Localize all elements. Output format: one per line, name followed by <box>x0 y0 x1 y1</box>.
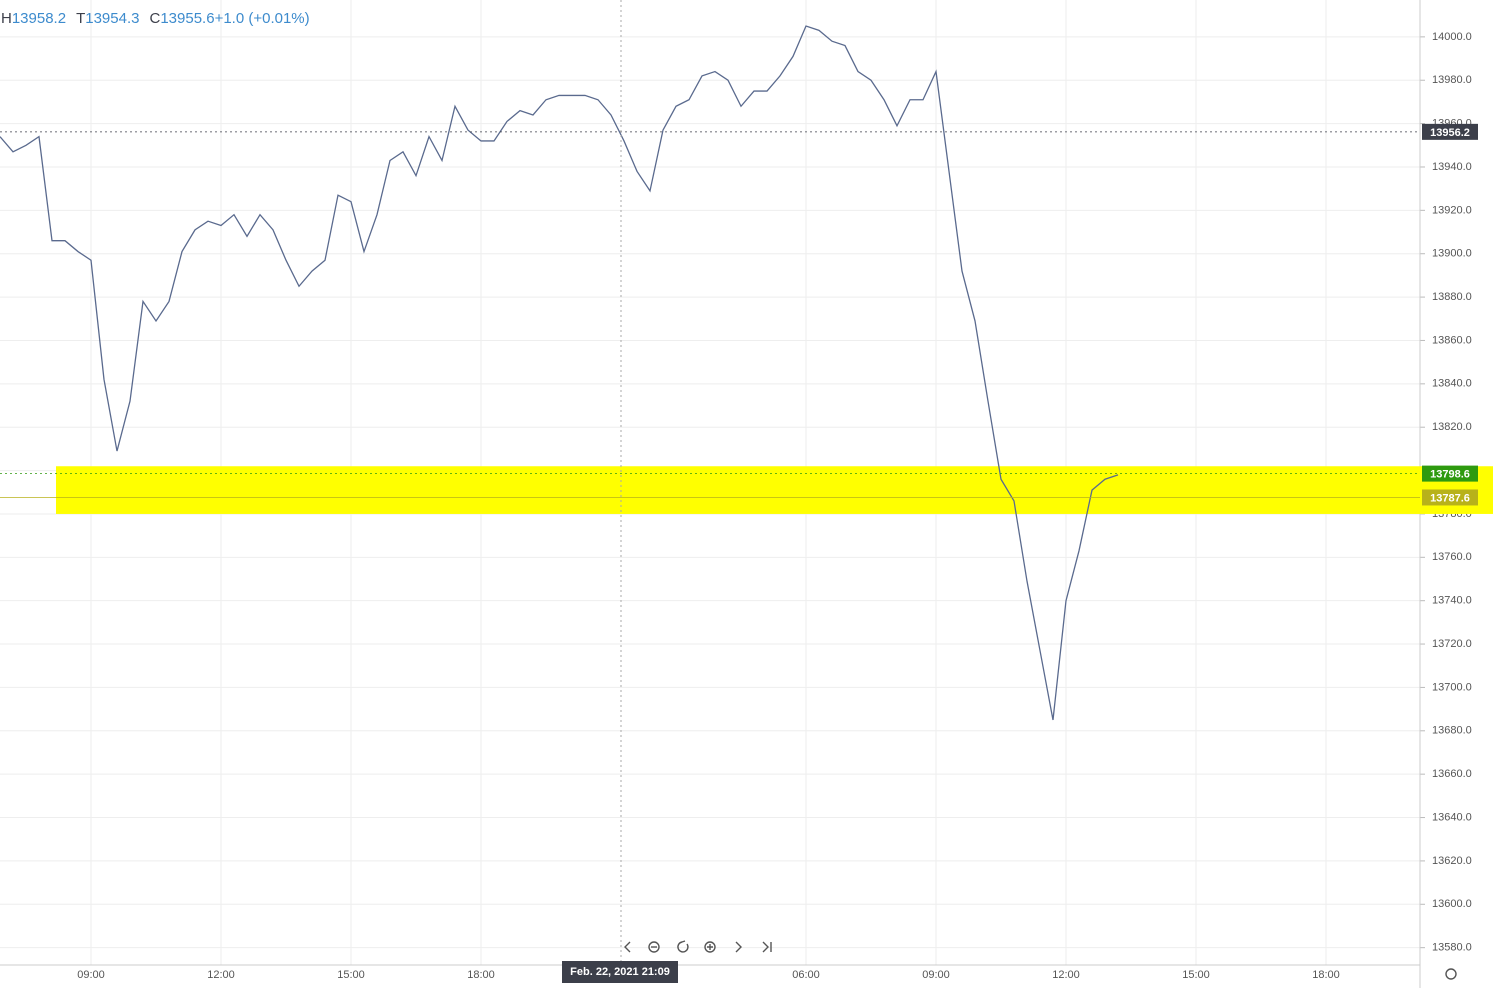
y-tick-label: 13860.0 <box>1432 334 1472 346</box>
y-tick-label: 13620.0 <box>1432 855 1472 867</box>
y-tick-label: 13820.0 <box>1432 421 1472 433</box>
x-tick-label: 15:00 <box>337 969 365 981</box>
y-tick-label: 13640.0 <box>1432 811 1472 823</box>
header-value: 13958.2 <box>12 10 66 27</box>
ohlc-header: H13958.2 T13954.3 C13955.6+1.0 (+0.01%) <box>1 10 310 27</box>
header-value: 13954.3 <box>85 10 139 27</box>
y-tick-label: 13940.0 <box>1432 161 1472 173</box>
y-tick-label: 13740.0 <box>1432 595 1472 607</box>
price-label-box <box>1422 123 1478 140</box>
x-tick-label: 15:00 <box>1182 969 1210 981</box>
y-tick-label: 13980.0 <box>1432 74 1472 86</box>
y-tick-label: 13680.0 <box>1432 725 1472 737</box>
header-label: H <box>1 10 12 27</box>
header-label: C <box>149 10 160 27</box>
crosshair-label-box <box>562 961 678 983</box>
scroll-end[interactable] <box>762 941 772 953</box>
y-tick-label: 13880.0 <box>1432 291 1472 303</box>
y-tick-label: 13660.0 <box>1432 768 1472 780</box>
y-tick-label: 13760.0 <box>1432 551 1472 563</box>
price-label-box <box>1422 465 1478 482</box>
price-label: 13787.6 <box>1430 492 1470 504</box>
reset[interactable] <box>677 940 689 953</box>
price-label-box <box>1422 489 1478 506</box>
x-tick-label: 06:00 <box>792 969 820 981</box>
price-label: 13798.6 <box>1430 469 1470 481</box>
x-tick-label: 09:00 <box>922 969 950 981</box>
y-tick-label: 13600.0 <box>1432 898 1472 910</box>
crosshair-label: Feb. 22, 2021 21:09 <box>570 966 670 978</box>
x-tick-label: 09:00 <box>77 969 105 981</box>
y-tick-label: 13700.0 <box>1432 681 1472 693</box>
price-line <box>0 25 1119 721</box>
zoom-in-sign <box>707 944 713 950</box>
header-value: 13955.6 <box>160 10 214 27</box>
navigation <box>624 940 1457 980</box>
header-value: +1.0 (+0.01%) <box>215 10 310 27</box>
highlight-zone <box>56 466 1493 514</box>
y-tick-label: 13580.0 <box>1432 942 1472 954</box>
scroll-left[interactable] <box>624 941 631 953</box>
y-tick-label: 13840.0 <box>1432 378 1472 390</box>
scroll-right[interactable] <box>735 941 742 953</box>
price-label: 13956.2 <box>1430 127 1470 139</box>
x-tick-label: 12:00 <box>1052 969 1080 981</box>
header-label: T <box>76 10 85 27</box>
x-tick-label: 12:00 <box>207 969 235 981</box>
y-tick-label: 14000.0 <box>1432 31 1472 43</box>
y-tick-label: 13720.0 <box>1432 638 1472 650</box>
zoom-out[interactable] <box>648 941 660 953</box>
y-tick-label: 13900.0 <box>1432 248 1472 260</box>
x-tick-label: 18:00 <box>467 969 495 981</box>
settings[interactable] <box>1445 968 1457 980</box>
y-tick-label: 13920.0 <box>1432 204 1472 216</box>
zoom-in[interactable] <box>704 941 716 953</box>
x-tick-label: 18:00 <box>1312 969 1340 981</box>
